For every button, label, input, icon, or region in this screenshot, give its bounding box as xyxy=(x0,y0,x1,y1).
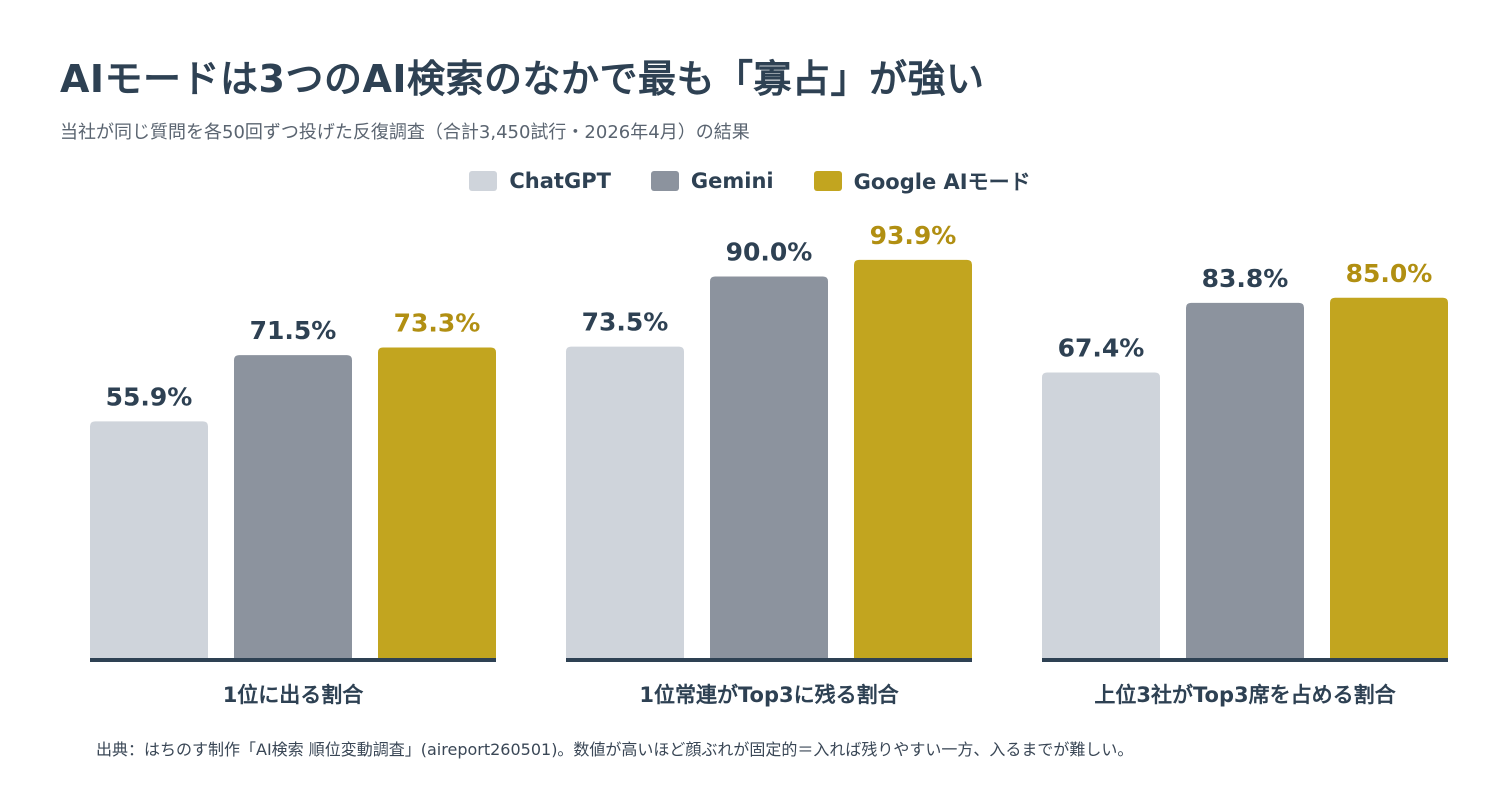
chart-subtitle: 当社が同じ質問を各50回ずつ投げた反復調査（合計3,450試行・2026年4月）… xyxy=(60,122,750,143)
legend-item-gemini: Gemini xyxy=(650,166,774,196)
chart-title: AIモードは3つのAI検索のなかで最も「寡占」が強い xyxy=(60,57,985,101)
value-label-chatgpt-1: 55.9% xyxy=(106,382,193,411)
bar-chatgpt-3 xyxy=(1042,372,1160,659)
value-label-chatgpt-3: 67.4% xyxy=(1058,334,1145,363)
legend: ChatGPT Gemini Google AIモード xyxy=(0,166,1500,196)
value-label-gemini-3: 83.8% xyxy=(1202,264,1289,293)
value-label-google-ai-mode-2: 93.9% xyxy=(870,221,957,250)
baseline-3 xyxy=(1042,658,1448,662)
value-label-google-ai-mode-3: 85.0% xyxy=(1346,259,1433,288)
bar-google-ai-mode-3 xyxy=(1330,297,1448,659)
category-label-1: 1位に出る割合 xyxy=(223,683,365,707)
legend-swatch-gemini xyxy=(650,171,679,191)
value-label-gemini-2: 90.0% xyxy=(726,238,813,267)
bar-chatgpt-1 xyxy=(90,421,208,659)
bar-google-ai-mode-2 xyxy=(854,259,972,659)
bar-gemini-3 xyxy=(1186,302,1304,659)
legend-label-chatgpt: ChatGPT xyxy=(509,169,611,193)
legend-label-gemini: Gemini xyxy=(690,169,774,193)
legend-swatch-google-ai-mode xyxy=(813,171,842,191)
category-label-3: 上位3社がTop3席を占める割合 xyxy=(1094,683,1396,707)
bar-chatgpt-2 xyxy=(566,346,684,659)
baseline-2 xyxy=(566,658,972,662)
bar-gemini-1 xyxy=(234,355,352,659)
value-label-google-ai-mode-1: 73.3% xyxy=(394,308,481,337)
value-label-chatgpt-2: 73.5% xyxy=(582,308,669,337)
legend-item-chatgpt: ChatGPT xyxy=(469,166,611,196)
baseline-1 xyxy=(90,658,496,662)
value-label-gemini-1: 71.5% xyxy=(250,316,337,345)
category-label-2: 1位常連がTop3に残る割合 xyxy=(639,683,899,707)
bar-gemini-2 xyxy=(710,276,828,659)
legend-label-google-ai-mode: Google AIモード xyxy=(853,170,1031,194)
legend-swatch-chatgpt xyxy=(469,171,498,191)
source-note: 出典：はちのす制作「AI検索 順位変動調査」(aireport260501)。数… xyxy=(96,740,1134,759)
legend-item-google-ai-mode: Google AIモード xyxy=(813,166,1031,196)
bar-google-ai-mode-1 xyxy=(378,347,496,659)
